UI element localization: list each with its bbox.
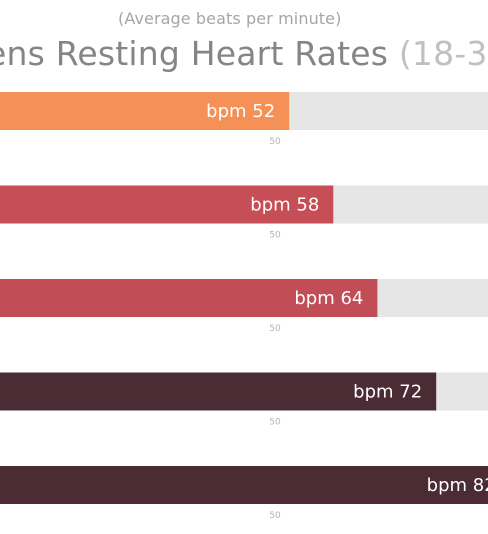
chart-subtitle: (Average beats per minute) [118, 9, 342, 28]
tick-label: 50 [269, 511, 281, 521]
tick-label: 50 [269, 137, 281, 147]
bar-value-label: bpm 72 [353, 382, 422, 403]
bar [0, 279, 378, 317]
bar-value-label: bpm 64 [294, 288, 363, 309]
chart-title-range: (18-3 [398, 34, 488, 73]
tick-label: 50 [269, 324, 281, 334]
bar-value-label: bpm 58 [250, 195, 319, 216]
bar [0, 372, 437, 411]
bar [0, 466, 488, 504]
tick-label: 50 [269, 231, 281, 241]
bar [0, 92, 290, 130]
tick-label: 50 [269, 418, 281, 428]
bar [0, 185, 334, 224]
bar-value-label: bpm 82 [427, 475, 488, 496]
chart-title-main: ens Resting Heart Rates [0, 34, 389, 73]
bar-value-label: bpm 52 [206, 101, 275, 122]
chart-title: ens Resting Heart Rates (18-3 [0, 34, 488, 73]
